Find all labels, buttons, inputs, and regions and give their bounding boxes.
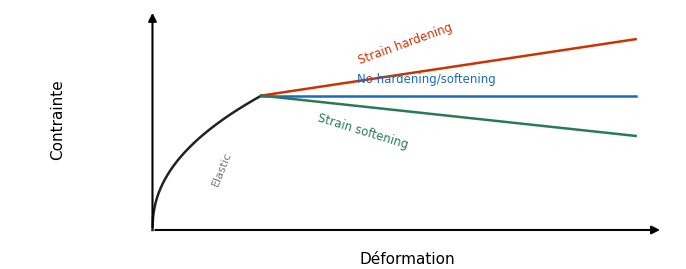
Text: Déformation: Déformation (360, 252, 456, 267)
Text: Elastic: Elastic (211, 150, 233, 188)
Text: Contrainte: Contrainte (49, 80, 64, 160)
Text: Strain hardening: Strain hardening (357, 20, 454, 67)
Text: Strain softening: Strain softening (316, 111, 410, 151)
Text: No hardening/softening: No hardening/softening (357, 73, 495, 86)
